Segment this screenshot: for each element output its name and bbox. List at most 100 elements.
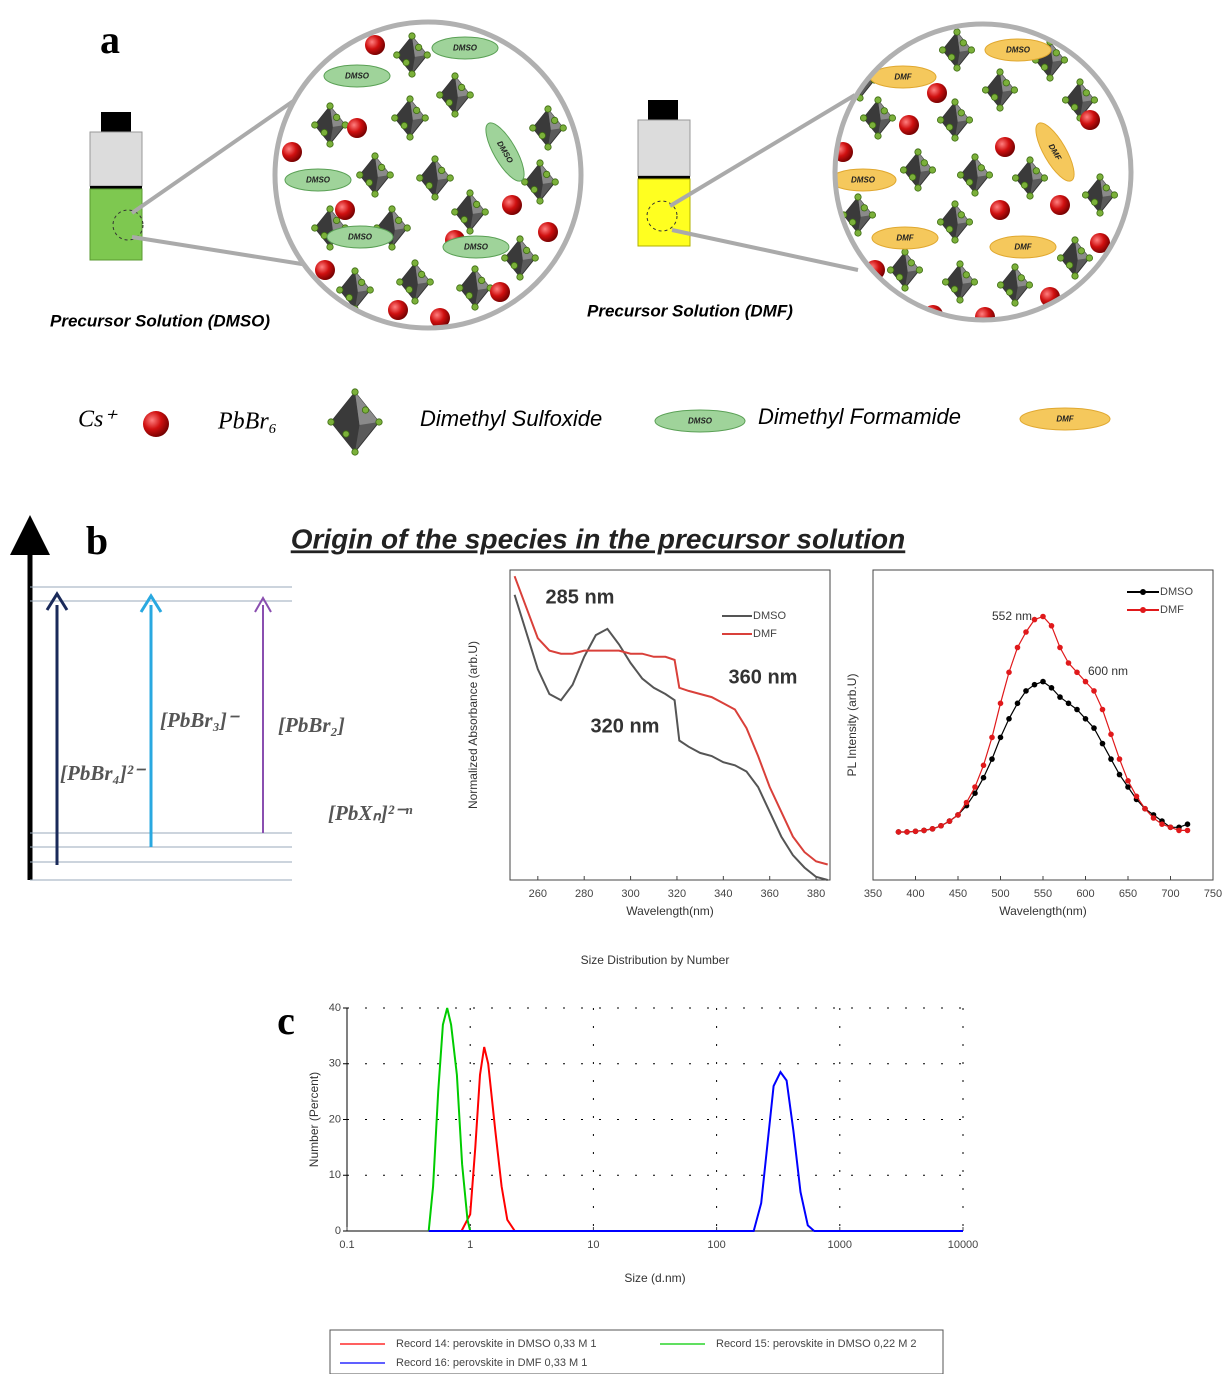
solvent-label: DMSO xyxy=(348,233,373,242)
x-tick-label: 750 xyxy=(1204,888,1222,900)
bromide xyxy=(958,110,964,116)
bromide xyxy=(972,154,978,160)
bromide xyxy=(366,179,372,185)
figure: a DMSODMSODMSODMSODMSODMSO DMSODMFDMFDMS… xyxy=(0,0,1226,1374)
bromide xyxy=(409,71,415,77)
bromide xyxy=(960,40,966,46)
bromide xyxy=(855,230,861,236)
bromide xyxy=(545,106,551,112)
data-point xyxy=(947,818,953,824)
octa-face xyxy=(331,392,360,452)
cs-ion xyxy=(282,142,302,162)
bromide xyxy=(472,266,478,272)
bromide xyxy=(357,172,363,178)
solvent-molecule: DMF xyxy=(872,227,938,249)
data-point xyxy=(1151,815,1157,821)
solvent-molecule: DMSO xyxy=(432,37,498,59)
data-point xyxy=(1091,725,1097,731)
octa-face xyxy=(285,51,300,72)
bromide xyxy=(946,124,952,130)
y-tick-label: 30 xyxy=(329,1058,341,1070)
bromide xyxy=(352,268,358,274)
bromide xyxy=(1082,192,1088,198)
cs-ion xyxy=(538,222,558,242)
bromide xyxy=(282,86,288,92)
data-point xyxy=(1185,821,1191,827)
cs-ion xyxy=(975,307,995,327)
bromide xyxy=(997,282,1003,288)
data-point xyxy=(1185,828,1191,834)
bromide xyxy=(523,247,529,253)
bromide xyxy=(986,172,992,178)
data-point xyxy=(1083,679,1089,685)
series-line xyxy=(462,1047,515,1231)
data-point xyxy=(1015,645,1021,651)
bromide xyxy=(875,97,881,103)
bromide xyxy=(358,279,364,285)
annotation: 360 nm xyxy=(729,666,798,688)
legend: Cs⁺ PbBr₆ Dimethyl Sulfoxide Dimethyl Fo… xyxy=(78,389,1110,455)
data-point xyxy=(1066,660,1072,666)
bromide xyxy=(333,217,339,223)
solvent-molecule: DMSO xyxy=(443,236,509,258)
bromide xyxy=(404,225,410,231)
bromide xyxy=(915,149,921,155)
bromide xyxy=(438,167,444,173)
bromide xyxy=(1018,275,1024,281)
bromide xyxy=(900,167,906,173)
bromide xyxy=(327,141,333,147)
data-point xyxy=(1108,756,1114,762)
data-point xyxy=(1006,716,1012,722)
cs-ion xyxy=(335,200,355,220)
legend-label: Record 16: perovskite in DMF 0,33 M 1 xyxy=(396,1357,587,1369)
legend-label: Record 15: perovskite in DMSO 0,22 M 2 xyxy=(716,1338,917,1350)
bromide xyxy=(536,304,542,310)
bromide xyxy=(915,185,921,191)
bromide xyxy=(337,287,343,293)
bromide xyxy=(1111,192,1117,198)
vial-liquid xyxy=(638,179,690,246)
bromide xyxy=(991,94,997,100)
bromide xyxy=(1057,255,1063,261)
solvent-label: DMF xyxy=(896,234,914,243)
bromide xyxy=(517,236,523,242)
bromide xyxy=(543,171,549,177)
panel-label: c xyxy=(277,998,295,1043)
solvent-label: DMSO xyxy=(1006,46,1031,55)
data-point xyxy=(1049,685,1055,691)
x-tick-label: 340 xyxy=(714,888,732,900)
bromide xyxy=(406,286,412,292)
cs-ion xyxy=(927,83,947,103)
bromide xyxy=(1041,64,1047,70)
bromide xyxy=(952,201,958,207)
bromide xyxy=(954,29,960,35)
bromide xyxy=(447,175,453,181)
bromide xyxy=(333,114,339,120)
y-tick-label: 10 xyxy=(329,1169,341,1181)
bromide xyxy=(1086,255,1092,261)
bromide xyxy=(939,47,945,53)
data-point xyxy=(1074,707,1080,713)
pbbr6-octahedron xyxy=(267,48,304,92)
vial-cap xyxy=(101,112,131,132)
annotation: 552 nm xyxy=(992,609,1032,623)
bromide xyxy=(902,249,908,255)
bromide xyxy=(321,129,327,135)
bromide xyxy=(1003,80,1009,86)
bromide xyxy=(530,125,536,131)
bromide xyxy=(957,297,963,303)
bromide xyxy=(937,117,943,123)
bromide xyxy=(401,122,407,128)
x-tick-label: 650 xyxy=(1119,888,1137,900)
bromide xyxy=(372,153,378,159)
data-point xyxy=(964,800,970,806)
bromide xyxy=(849,219,855,225)
bromide xyxy=(560,125,566,131)
x-tick-label: 360 xyxy=(761,888,779,900)
cs-ion xyxy=(502,195,522,215)
legend-label: DMSO xyxy=(1160,586,1193,598)
bromide xyxy=(532,255,538,261)
octa-face xyxy=(285,281,303,319)
bromide xyxy=(889,115,895,121)
x-tick-label: 1 xyxy=(467,1239,473,1251)
